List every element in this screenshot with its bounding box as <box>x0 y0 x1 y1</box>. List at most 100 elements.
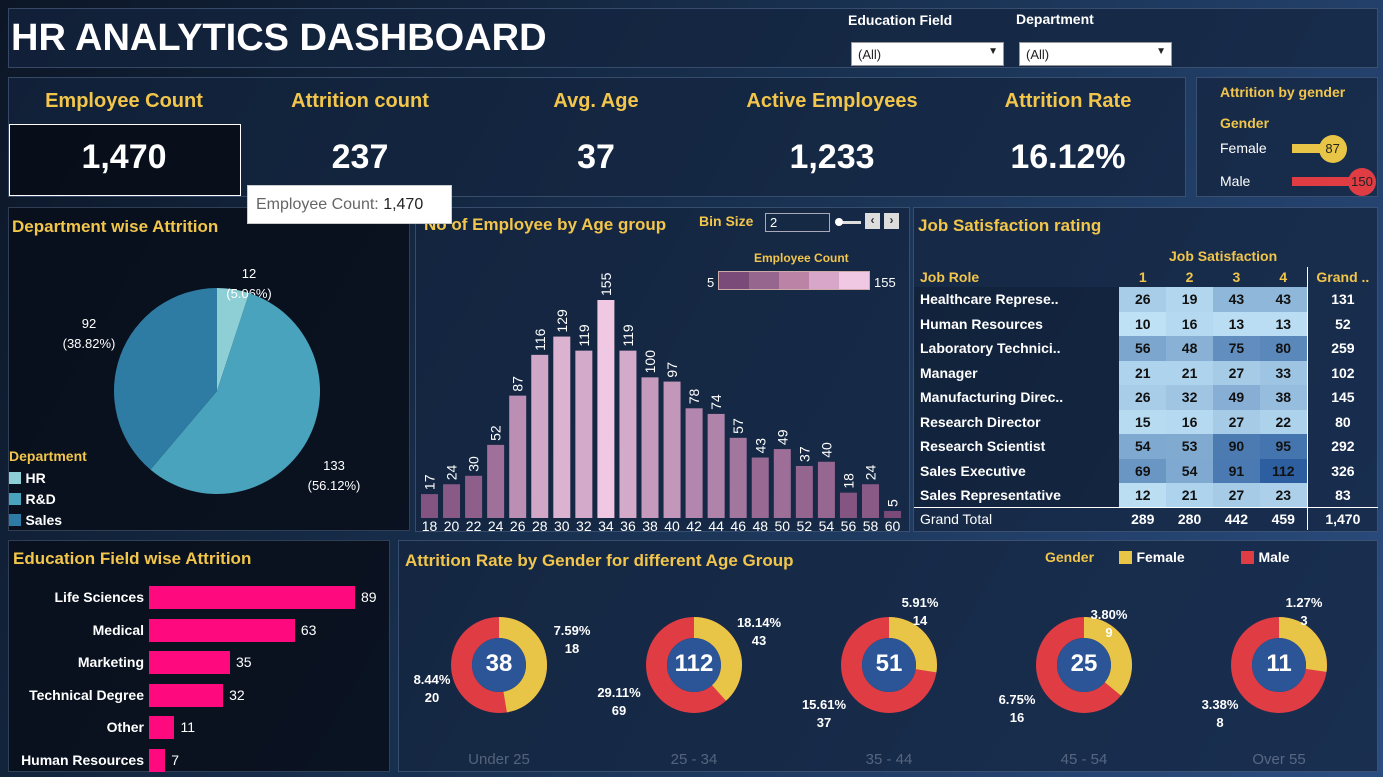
donut-total: 51 <box>875 650 903 677</box>
table-row[interactable]: Human Resources 10 16 13 13 52 <box>914 311 1378 336</box>
kpi-panel: Employee Count 1,470 Attrition count 237 Avg… <box>8 77 1186 197</box>
table-row[interactable]: Manufacturing Direc.. 26 32 49 38 145 <box>914 385 1378 410</box>
bin-decrease-button[interactable]: ‹ <box>865 213 880 229</box>
donut-female-arc[interactable] <box>888 617 937 673</box>
education-bar[interactable] <box>149 748 166 772</box>
donut-female-arc[interactable] <box>498 617 547 713</box>
gender-donut[interactable] <box>634 605 754 725</box>
cell-value: 32 <box>1166 385 1213 410</box>
male-label: 8.44% 20 <box>407 672 457 705</box>
table-row[interactable]: Research Scientist 54 53 90 95 292 <box>914 434 1378 459</box>
age-bar[interactable] <box>487 444 505 518</box>
age-bar[interactable] <box>421 494 438 518</box>
bin-size-slider[interactable] <box>835 218 861 226</box>
age-bar[interactable] <box>641 377 659 518</box>
age-bar[interactable] <box>685 408 703 518</box>
kpi-value: 1,470 <box>81 138 167 176</box>
table-row[interactable]: Laboratory Technici.. 56 48 75 80 259 <box>914 336 1378 361</box>
age-bar[interactable] <box>862 484 879 518</box>
total-cell: 442 <box>1224 511 1249 527</box>
cell-value: 27 <box>1212 409 1260 434</box>
age-bar-value: 74 <box>708 394 724 410</box>
male-label: 15.61% 37 <box>799 697 849 730</box>
donut-center <box>862 638 916 692</box>
cell-value: 112 <box>1259 458 1308 483</box>
legend-male: Male <box>1241 549 1290 567</box>
education-bar[interactable] <box>149 618 295 642</box>
age-bar[interactable] <box>817 461 835 518</box>
education-bar[interactable] <box>149 586 355 609</box>
age-bar-value: 37 <box>796 446 812 462</box>
filter-education-select[interactable]: (All) ▼ <box>851 42 1004 66</box>
pie-legend-item: HR <box>9 470 46 488</box>
age-tick-label: 28 <box>532 518 548 533</box>
gender-donut[interactable] <box>1219 605 1339 725</box>
female-pct: 3.80% <box>1090 607 1128 622</box>
pie-slice-hr[interactable] <box>217 288 250 391</box>
age-bar[interactable] <box>443 484 461 518</box>
table-row[interactable]: Manager 21 21 27 33 102 <box>914 360 1378 385</box>
age-bar[interactable] <box>729 437 747 518</box>
age-bar[interactable] <box>884 510 902 518</box>
gender-donut[interactable] <box>829 605 949 725</box>
age-tick-label: 18 <box>422 518 438 533</box>
legend-female-swatch <box>1119 551 1132 564</box>
female-label: 5.91% 14 <box>895 595 945 628</box>
donut-female-arc[interactable] <box>1278 617 1327 672</box>
male-label: 6.75% 16 <box>992 692 1042 725</box>
filter-education-label: Education Field <box>848 12 953 28</box>
donut-legend-title: Gender <box>1045 549 1095 565</box>
education-bar[interactable] <box>149 716 175 739</box>
bin-increase-button[interactable]: › <box>884 213 899 229</box>
age-bar[interactable] <box>531 354 549 518</box>
age-bar[interactable] <box>773 449 791 518</box>
page-title: HR ANALYTICS DASHBOARD <box>11 17 547 59</box>
bin-size-input[interactable]: 2 <box>765 213 830 232</box>
cell-value: 38 <box>1259 385 1308 410</box>
age-tick-label: 50 <box>775 518 791 533</box>
age-bar-value: 18 <box>840 473 856 489</box>
age-bar[interactable] <box>751 457 769 518</box>
gender-bar-male <box>1292 177 1362 186</box>
age-bar-value: 40 <box>818 442 834 458</box>
kpi-label: Avg. Age <box>553 90 639 112</box>
education-bar[interactable] <box>149 683 224 707</box>
total-cell: 280 <box>1177 511 1202 527</box>
table-row[interactable]: Healthcare Represe.. 26 19 43 43 131 <box>914 287 1378 312</box>
age-bar-value: 57 <box>730 418 746 434</box>
filter-department-select[interactable]: (All) ▼ <box>1019 42 1172 66</box>
age-bar[interactable] <box>619 350 637 518</box>
pie-slice-sales[interactable] <box>113 288 217 470</box>
gender-donut[interactable] <box>439 605 559 725</box>
donut-female-arc[interactable] <box>693 617 742 701</box>
age-bar[interactable] <box>553 336 571 518</box>
gender-donut[interactable] <box>1024 605 1144 725</box>
chevron-down-icon: ▼ <box>1156 46 1166 57</box>
age-bar[interactable] <box>663 381 681 518</box>
legend-swatch <box>9 493 21 505</box>
education-bar[interactable] <box>149 651 230 674</box>
table-row[interactable]: Sales Executive 69 54 91 112 326 <box>914 458 1378 483</box>
age-bar-value: 100 <box>642 350 658 374</box>
kpi-label: Attrition Rate <box>1004 90 1132 112</box>
cell-value: 91 <box>1212 458 1260 483</box>
cell-value: 49 <box>1212 385 1260 410</box>
female-count: 43 <box>751 633 767 648</box>
education-value: 63 <box>300 621 317 638</box>
pie-slice-rd[interactable] <box>150 293 320 494</box>
age-bar[interactable] <box>839 492 857 518</box>
donut-female-arc[interactable] <box>1083 617 1132 696</box>
age-bar[interactable] <box>509 395 527 518</box>
age-bar[interactable] <box>795 465 813 518</box>
table-row[interactable]: Research Director 15 16 27 22 80 <box>914 409 1378 434</box>
age-bar[interactable] <box>575 350 593 518</box>
age-bar[interactable] <box>465 475 483 518</box>
age-tick-label: 20 <box>444 518 460 533</box>
table-row[interactable]: Sales Representative 12 21 27 23 83 <box>914 483 1378 508</box>
department-legend-title: Department <box>9 448 87 464</box>
age-bar[interactable] <box>597 300 615 518</box>
age-bar[interactable] <box>707 413 725 518</box>
donut-total: 112 <box>674 650 714 677</box>
age-bar-value: 155 <box>598 272 614 296</box>
cell-value: 95 <box>1259 434 1308 459</box>
